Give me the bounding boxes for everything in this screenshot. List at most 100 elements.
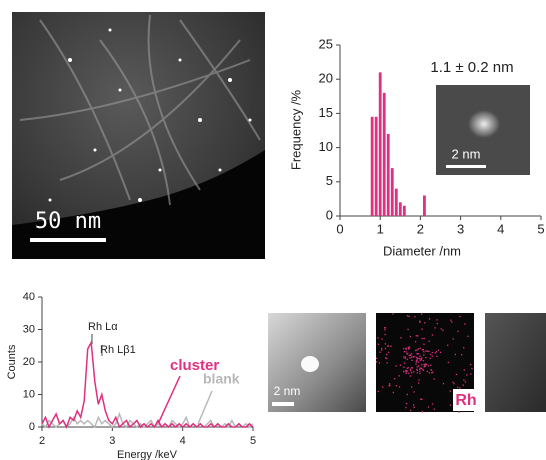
map-dot [463, 379, 465, 381]
y-tick-label: 15 [319, 105, 333, 120]
map-dot [417, 335, 419, 337]
map-dot [417, 348, 420, 350]
map-dot [413, 406, 415, 408]
map-dot [436, 319, 438, 321]
map-dot [411, 356, 413, 358]
scale-label: 2 nm [274, 384, 301, 398]
map-dot [386, 362, 388, 364]
map-dot [381, 349, 383, 351]
map-dot [403, 347, 405, 350]
map-dot [416, 358, 418, 360]
map-dot [470, 373, 472, 375]
y-tick-label: 25 [319, 36, 333, 51]
map-dot [405, 406, 407, 409]
map-dot [424, 363, 426, 365]
map-dot [463, 347, 465, 349]
annotation: Rh Lα [88, 321, 118, 333]
bar [398, 202, 402, 216]
map-dot [395, 365, 397, 367]
map-dot [387, 345, 390, 347]
map-dot [430, 369, 433, 371]
map-dot [408, 315, 410, 318]
x-tick-label: 4 [497, 221, 504, 236]
map-dot [434, 352, 437, 354]
map-dot [419, 368, 421, 370]
third-image [485, 313, 546, 412]
map-dot [377, 343, 380, 345]
map-dot [384, 347, 387, 350]
map-dot [428, 350, 430, 353]
y-tick-label: 20 [23, 356, 35, 368]
map-dot [466, 374, 468, 376]
map-dot [384, 327, 386, 329]
bar [390, 168, 394, 216]
map-dot [416, 369, 418, 371]
annotation: cluster [170, 357, 219, 374]
y-tick-label: 10 [319, 139, 333, 154]
bar [374, 116, 378, 216]
map-dot [378, 362, 381, 364]
map-dot [449, 390, 451, 392]
map-dot [410, 369, 412, 372]
map-dot [447, 361, 450, 364]
y-tick-label: 10 [23, 388, 35, 400]
map-dot [425, 350, 427, 352]
map-dot [420, 358, 422, 360]
y-tick-label: 0 [326, 207, 333, 222]
map-dot [405, 347, 407, 349]
map-dot [459, 387, 461, 389]
map-dot [409, 375, 412, 377]
x-tick-label: 4 [180, 435, 186, 447]
map-dot [421, 337, 423, 340]
map-dot [385, 353, 388, 356]
x-tick-label: 5 [537, 221, 544, 236]
map-dot [384, 329, 386, 331]
map-dot [394, 378, 396, 380]
map-dot [417, 365, 420, 367]
map-dot [407, 367, 409, 369]
inset-scale: 2 nm [452, 146, 481, 161]
map-dot [428, 318, 431, 320]
bar [378, 72, 382, 216]
map-dot [416, 372, 419, 374]
map-dot [449, 404, 452, 406]
rh-map-image: Rh [376, 313, 479, 413]
map-dot [416, 349, 418, 351]
map-dot [398, 375, 400, 377]
map-dot [415, 363, 417, 365]
map-dot [403, 356, 405, 358]
map-dot [416, 360, 418, 362]
map-dot [410, 353, 413, 355]
map-dot [429, 353, 432, 356]
map-dot [436, 355, 438, 358]
map-dot [429, 357, 431, 360]
bar [394, 188, 398, 216]
map-dot [406, 370, 408, 372]
map-dot [442, 383, 445, 385]
map-dot [440, 328, 442, 330]
map-dot [459, 315, 461, 318]
x-tick-label: 2 [417, 221, 424, 236]
map-dot [405, 372, 407, 375]
map-dot [388, 385, 390, 387]
map-dot [404, 356, 407, 358]
map-dot [422, 348, 425, 351]
map-dot [408, 372, 410, 374]
map-dot [421, 398, 423, 401]
map-dot [433, 408, 435, 410]
map-dot [403, 366, 405, 368]
map-dot [418, 382, 420, 384]
map-dot [392, 391, 394, 394]
x-tick-label: 3 [457, 221, 464, 236]
map-dot [412, 356, 415, 358]
map-dot [454, 353, 456, 356]
map-dot [384, 357, 387, 359]
map-dot [411, 371, 413, 374]
map-dot [409, 368, 412, 370]
map-dot [416, 356, 418, 359]
map-dot [413, 371, 415, 373]
map-dot [414, 316, 416, 318]
map-dot [405, 402, 408, 405]
bar [386, 133, 390, 216]
